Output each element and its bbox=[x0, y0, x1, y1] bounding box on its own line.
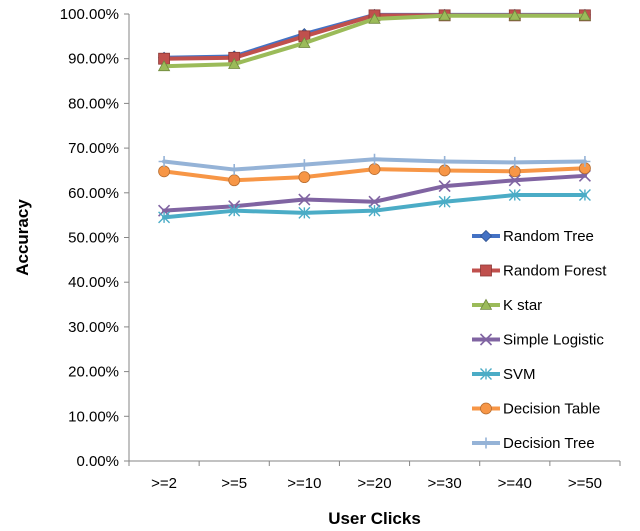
data-point-svm bbox=[368, 204, 381, 217]
data-point-k-star bbox=[298, 36, 311, 48]
y-tick-label: 80.00% bbox=[68, 95, 119, 112]
data-point-decision-tree bbox=[158, 156, 170, 168]
y-tick-label: 40.00% bbox=[68, 274, 119, 291]
legend-label-k-star: K star bbox=[503, 297, 542, 314]
data-point-simple-logistic bbox=[298, 193, 311, 206]
legend-marker-random-tree bbox=[479, 229, 493, 243]
x-tick-label: >=20 bbox=[357, 475, 391, 492]
data-point-svm bbox=[438, 195, 451, 208]
data-point-k-star bbox=[578, 9, 592, 21]
data-point-decision-tree bbox=[439, 156, 451, 168]
legend-item-random-tree: Random Tree bbox=[472, 228, 594, 245]
legend-label-simple-logistic: Simple Logistic bbox=[503, 332, 604, 349]
legend-label-svm: SVM bbox=[503, 366, 536, 383]
data-point-decision-tree bbox=[509, 156, 521, 168]
y-tick-label: 50.00% bbox=[68, 230, 119, 247]
legend-marker-decision-tree bbox=[480, 437, 492, 449]
data-point-decision-tree bbox=[369, 153, 380, 165]
data-point-decision-table bbox=[298, 171, 311, 184]
data-point-decision-tree bbox=[228, 164, 240, 176]
y-tick-label: 60.00% bbox=[68, 185, 119, 202]
x-tick-label: >=50 bbox=[568, 475, 602, 492]
data-point-decision-table bbox=[368, 163, 381, 176]
data-point-svm bbox=[228, 204, 241, 217]
x-tick-label: >=5 bbox=[221, 475, 247, 492]
series-k-star bbox=[157, 9, 592, 72]
legend-label-decision-tree: Decision Tree bbox=[503, 435, 595, 452]
data-point-simple-logistic bbox=[508, 174, 521, 187]
data-point-svm bbox=[158, 211, 171, 224]
legend-label-random-forest: Random Forest bbox=[503, 263, 607, 280]
x-tick-label: >=40 bbox=[498, 475, 532, 492]
axes: 0.00% 10.00% 20.00% 30.00% 40.00% 50.00% 60.00… bbox=[60, 6, 621, 492]
x-axis-title: User Clicks bbox=[328, 509, 421, 528]
series-layer bbox=[157, 8, 592, 224]
data-point-svm bbox=[298, 206, 311, 219]
legend-item-svm: SVM bbox=[472, 366, 536, 383]
y-tick-label: 10.00% bbox=[68, 408, 119, 425]
data-point-simple-logistic bbox=[438, 180, 451, 193]
y-tick-label: 100.00% bbox=[60, 6, 119, 23]
data-point-k-star bbox=[228, 57, 241, 69]
series-svm bbox=[158, 189, 591, 224]
series-decision-table bbox=[158, 162, 591, 187]
data-point-k-star bbox=[368, 12, 381, 24]
y-tick-label: 70.00% bbox=[68, 140, 119, 157]
legend-marker-simple-logistic bbox=[479, 333, 493, 346]
data-point-svm bbox=[578, 189, 591, 202]
data-point-decision-tree bbox=[298, 159, 310, 171]
data-point-k-star bbox=[157, 59, 171, 72]
data-point-decision-table bbox=[228, 174, 241, 187]
legend-marker-random-forest bbox=[480, 264, 492, 277]
y-tick-label: 90.00% bbox=[68, 51, 119, 68]
legend-item-simple-logistic: Simple Logistic bbox=[472, 332, 604, 349]
legend-marker-k-star bbox=[479, 298, 493, 310]
data-point-k-star bbox=[508, 9, 521, 21]
legend-item-random-forest: Random Forest bbox=[472, 263, 607, 280]
legend-item-k-star: K star bbox=[472, 297, 542, 314]
legend-item-decision-table: Decision Table bbox=[472, 401, 600, 418]
y-tick-label: 30.00% bbox=[68, 319, 119, 336]
legend-label-decision-table: Decision Table bbox=[503, 401, 600, 418]
y-axis-title: Accuracy bbox=[13, 199, 32, 276]
legend-item-decision-tree: Decision Tree bbox=[472, 435, 595, 452]
legend-marker-decision-table bbox=[480, 402, 492, 415]
x-tick-label: >=30 bbox=[428, 475, 462, 492]
x-tick-label: >=10 bbox=[287, 475, 321, 492]
data-point-simple-logistic bbox=[368, 195, 381, 208]
legend: Random Tree Random Forest K star Simple Log… bbox=[472, 228, 607, 452]
x-tick-label: >=2 bbox=[151, 475, 177, 492]
legend-label-random-tree: Random Tree bbox=[503, 228, 594, 245]
data-point-k-star bbox=[438, 9, 451, 21]
y-tick-label: 0.00% bbox=[76, 453, 119, 470]
legend-marker-svm bbox=[480, 368, 492, 380]
data-point-decision-tree bbox=[579, 156, 591, 168]
data-point-svm bbox=[508, 189, 521, 202]
series-decision-tree bbox=[158, 153, 591, 176]
y-tick-label: 20.00% bbox=[68, 364, 119, 381]
data-point-decision-table bbox=[158, 165, 170, 178]
